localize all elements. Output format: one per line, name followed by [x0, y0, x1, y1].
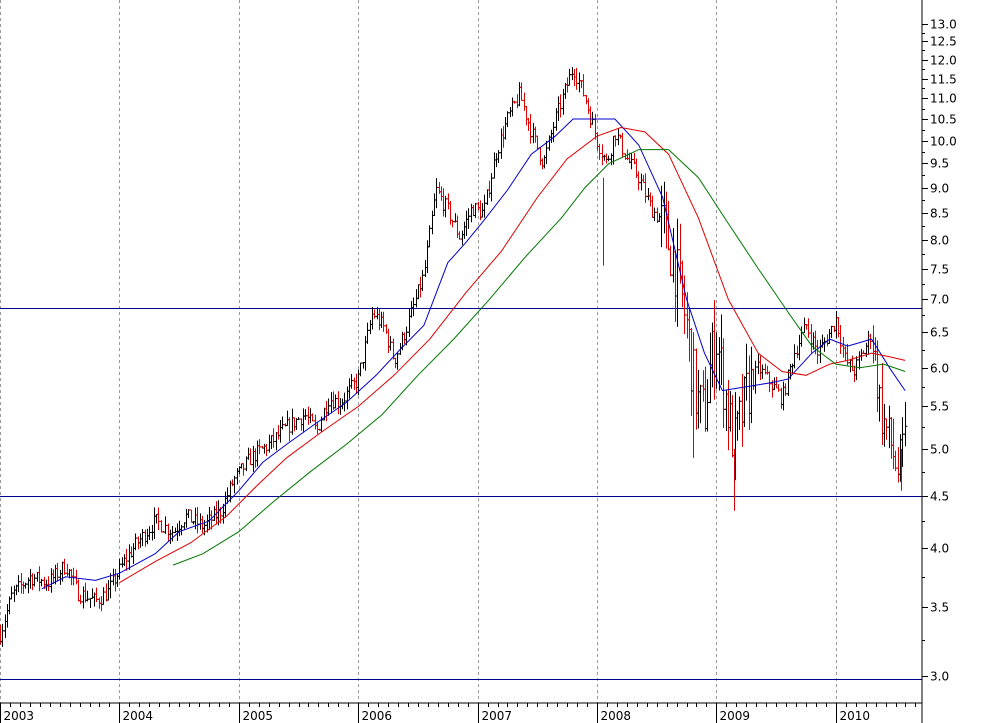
price-bar	[903, 401, 908, 447]
y-tick-label: 6.5	[930, 326, 949, 340]
y-tick-label: 8.5	[930, 207, 949, 221]
x-tick-label: 2008	[601, 709, 632, 723]
y-tick-label: 11.5	[930, 73, 957, 87]
x-axis-ticks: 2003 2004 2005 2006 2007 2008 2009 2010	[0, 703, 916, 723]
moving-average-line	[172, 149, 906, 566]
x-tick-label: 2004	[123, 709, 154, 723]
x-tick-label: 2010	[840, 709, 871, 723]
price-bars	[0, 67, 908, 647]
y-tick-label: 9.0	[930, 182, 949, 196]
y-tick-label: 5.0	[930, 443, 949, 457]
y-tick-label: 3.0	[930, 670, 949, 684]
y-tick-label: 7.0	[930, 293, 949, 307]
y-tick-label: 3.5	[930, 601, 949, 615]
x-tick-label: 2003	[4, 709, 35, 723]
moving-average-line	[41, 118, 906, 590]
y-tick-label: 10.0	[930, 135, 957, 149]
x-tick-label: 2009	[720, 709, 751, 723]
y-tick-label: 5.5	[930, 400, 949, 414]
y-tick-label: 4.5	[930, 490, 949, 504]
y-axis-ticks: 3.0 3.5 4.0 4.5 5.0 5.5 6.0 6.5 7.0 7.5 8.0 8.5 9.0 9…	[922, 18, 957, 684]
x-tick-label: 2006	[362, 709, 393, 723]
horizontal-reference-lines	[0, 308, 922, 680]
y-tick-label: 4.0	[930, 542, 949, 556]
y-tick-label: 13.0	[930, 18, 957, 32]
y-tick-label: 7.5	[930, 263, 949, 277]
y-tick-label: 10.5	[930, 113, 957, 127]
moving-average-line	[119, 126, 906, 584]
y-tick-label: 12.5	[930, 35, 957, 49]
y-tick-label: 6.0	[930, 362, 949, 376]
y-tick-label: 9.5	[930, 157, 949, 171]
x-tick-label: 2007	[482, 709, 513, 723]
x-tick-label: 2005	[243, 709, 274, 723]
y-tick-label: 8.0	[930, 234, 949, 248]
moving-average-lines	[41, 118, 906, 590]
y-tick-label: 11.0	[930, 92, 957, 106]
y-tick-label: 12.0	[930, 54, 957, 68]
